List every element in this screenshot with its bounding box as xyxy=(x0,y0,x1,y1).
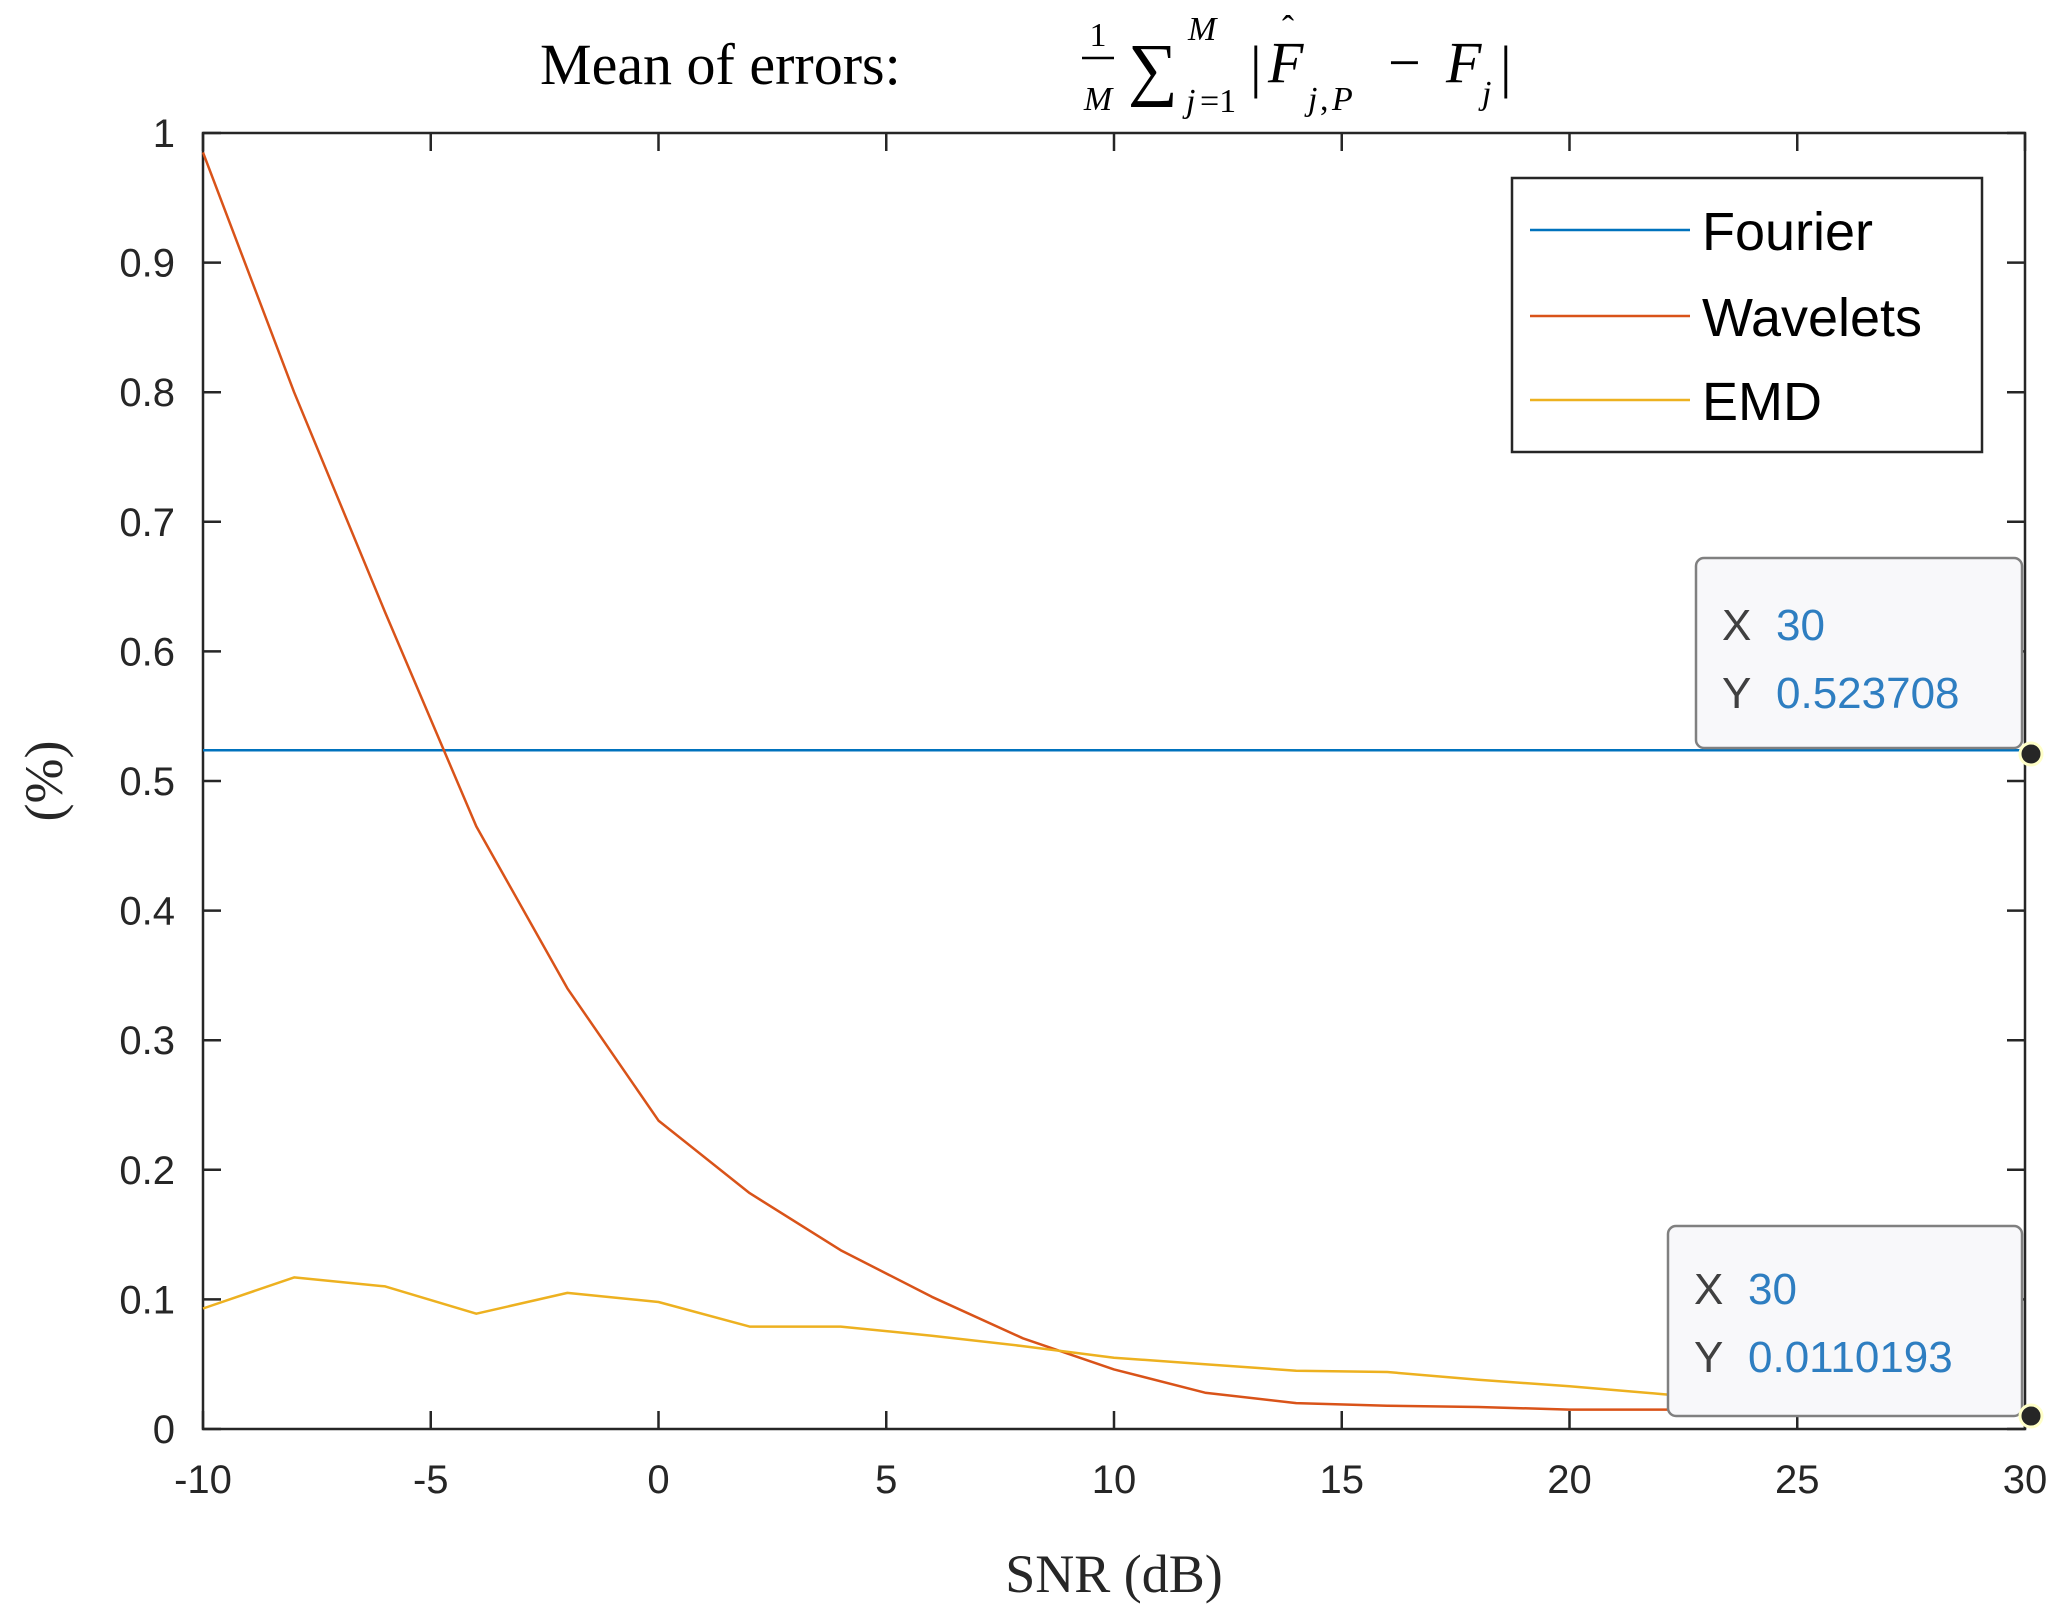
x-tick-label: -5 xyxy=(413,1458,449,1502)
datatip-marker[interactable] xyxy=(2018,741,2044,767)
svg-text:j: j xyxy=(1478,75,1491,112)
datatip-x-value: 30 xyxy=(1748,1265,1797,1314)
y-tick-label: 0.7 xyxy=(119,501,175,545)
x-tick-label: 10 xyxy=(1092,1458,1137,1502)
svg-text:ˆ: ˆ xyxy=(1282,8,1294,48)
legend-label-fourier: Fourier xyxy=(1702,202,1873,262)
datatip-y-label: Y xyxy=(1694,1333,1723,1382)
chart-title: Mean of errors: 1 M ∑ M j =1 | F ˆ j , P… xyxy=(540,8,1512,120)
datatip-emd[interactable]: X 30 Y 0.0110193 xyxy=(1666,1224,2044,1429)
legend-label-emd: EMD xyxy=(1702,372,1822,432)
y-tick-label: 1 xyxy=(153,112,175,156)
x-tick-label: 15 xyxy=(1320,1458,1365,1502)
y-tick-label: 0.5 xyxy=(119,760,175,804)
datatip-x-value: 30 xyxy=(1776,601,1825,650)
svg-text:j: j xyxy=(1304,81,1317,118)
svg-text:∑: ∑ xyxy=(1128,31,1178,108)
svg-text:F: F xyxy=(1445,30,1482,95)
x-tick-label: 0 xyxy=(647,1458,669,1502)
svg-text:−: − xyxy=(1388,30,1421,95)
datatip-y-value: 0.523708 xyxy=(1776,669,1960,718)
y-tick-label: 0.6 xyxy=(119,630,175,674)
y-tick-labels: 0 0.1 0.2 0.3 0.4 0.5 0.6 0.7 0.8 0.9 1 xyxy=(119,112,175,1452)
svg-text:P: P xyxy=(1331,81,1353,118)
y-axis-label: (%) xyxy=(14,741,74,822)
datatip-box xyxy=(1694,556,2024,750)
y-tick-label: 0.1 xyxy=(119,1278,175,1322)
title-formula: 1 M ∑ M j =1 | F ˆ j , P − F j | xyxy=(1082,8,1512,120)
y-tick-label: 0.8 xyxy=(119,371,175,415)
svg-text:=1: =1 xyxy=(1200,83,1236,120)
y-tick-label: 0 xyxy=(153,1408,175,1452)
datatip-x-label: X xyxy=(1722,601,1751,650)
svg-text:1: 1 xyxy=(1090,17,1107,54)
datatip-x-label: X xyxy=(1694,1265,1723,1314)
legend-label-wavelets: Wavelets xyxy=(1702,288,1922,348)
svg-text:|: | xyxy=(1500,34,1512,99)
svg-text:M: M xyxy=(1083,81,1114,118)
y-tick-label: 0.4 xyxy=(119,890,175,934)
datatip-y-label: Y xyxy=(1722,669,1751,718)
svg-text:j: j xyxy=(1182,83,1195,120)
svg-text:F: F xyxy=(1267,30,1304,95)
datatip-marker[interactable] xyxy=(2018,1403,2044,1429)
x-tick-labels: -10 -5 0 5 10 15 20 25 30 xyxy=(174,1458,2047,1502)
datatip-box xyxy=(1666,1224,2024,1418)
datatip-fourier[interactable]: X 30 Y 0.523708 xyxy=(1694,556,2044,767)
ticks xyxy=(201,131,2027,1431)
title-text: Mean of errors: xyxy=(540,32,901,97)
x-tick-label: -10 xyxy=(174,1458,232,1502)
y-tick-label: 0.9 xyxy=(119,242,175,286)
y-tick-label: 0.2 xyxy=(119,1149,175,1193)
legend: Fourier Wavelets EMD xyxy=(1510,176,1984,454)
x-tick-label: 5 xyxy=(875,1458,897,1502)
x-tick-label: 30 xyxy=(2003,1458,2048,1502)
svg-text:|: | xyxy=(1250,34,1262,99)
x-tick-label: 20 xyxy=(1547,1458,1592,1502)
x-tick-label: 25 xyxy=(1775,1458,1820,1502)
svg-text:M: M xyxy=(1187,11,1218,48)
x-axis-label: SNR (dB) xyxy=(1005,1544,1223,1604)
datatip-y-value: 0.0110193 xyxy=(1748,1333,1953,1382)
y-tick-label: 0.3 xyxy=(119,1019,175,1063)
svg-text:,: , xyxy=(1320,81,1329,118)
